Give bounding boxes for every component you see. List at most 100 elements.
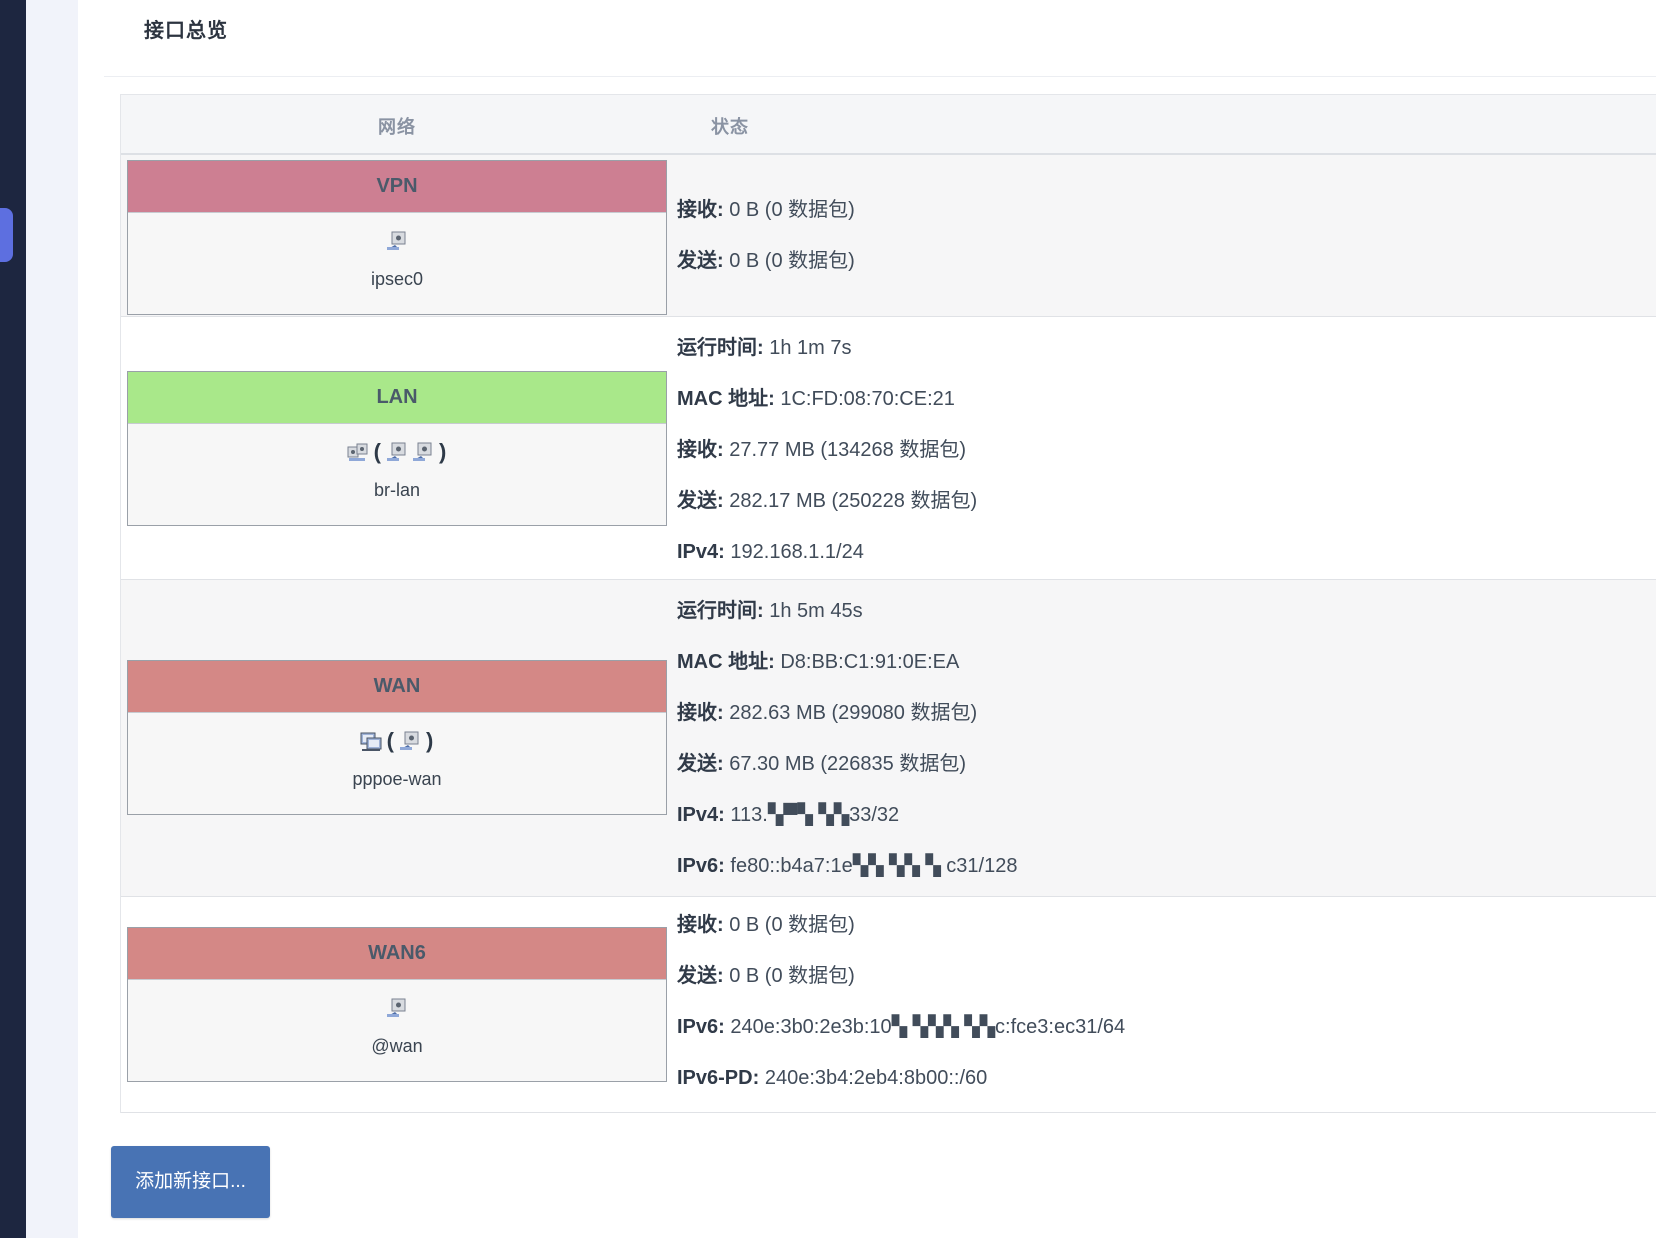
status-value: 27.77 MB (134268 数据包) bbox=[729, 439, 967, 461]
interface-badge-vpn[interactable]: VPN ipsec0 bbox=[127, 160, 667, 315]
main-content: 接口总览 网络 状态 VPN ipsec0 接收: 0 B (0 数据包) 发送… bbox=[78, 0, 1656, 1238]
status-line: 接收: 0 B (0 数据包) bbox=[677, 900, 1125, 951]
status-value: 1h 1m 7s bbox=[769, 337, 852, 359]
status-line: IPv4: 113.▚▀▚ ▚▚33/32 bbox=[677, 790, 1017, 841]
network-port-icon bbox=[399, 730, 421, 752]
status-value: 192.168.1.1/24 bbox=[730, 541, 864, 563]
status-separator: : bbox=[717, 250, 724, 272]
status-separator: : bbox=[717, 199, 724, 221]
status-line: 发送: 0 B (0 数据包) bbox=[677, 236, 855, 287]
status-key: 接收 bbox=[677, 914, 717, 936]
status-separator: : bbox=[717, 965, 724, 987]
sidebar-active-marker[interactable] bbox=[0, 208, 13, 262]
computer-icon bbox=[360, 730, 382, 752]
column-header-network: 网络 bbox=[378, 117, 416, 137]
network-port-icon bbox=[412, 441, 434, 463]
status-line: IPv6: 240e:3b0:2e3b:10▚ ▚▚▚ ▚▚c:fce3:ec3… bbox=[677, 1002, 1125, 1053]
status-key: IPv4 bbox=[677, 804, 719, 826]
table-row-wan6: WAN6 @wan 接收: 0 B (0 数据包) 发送: 0 B (0 数据包… bbox=[121, 897, 1656, 1113]
status-key: 运行时间 bbox=[677, 337, 757, 359]
status-key: 发送 bbox=[677, 490, 717, 512]
status-separator: : bbox=[717, 914, 724, 936]
status-key: 运行时间 bbox=[677, 600, 757, 622]
sidebar-secondary bbox=[26, 0, 78, 1238]
status-separator: : bbox=[757, 600, 764, 622]
interface-status: 接收: 0 B (0 数据包) 发送: 0 B (0 数据包) IPv6: 24… bbox=[677, 900, 1125, 1104]
status-value: 0 B (0 数据包) bbox=[729, 965, 855, 987]
status-line: 运行时间: 1h 5m 45s bbox=[677, 586, 1017, 637]
section-divider bbox=[104, 76, 1656, 77]
status-line: MAC 地址: D8:BB:C1:91:0E:EA bbox=[677, 637, 1017, 688]
add-interface-button[interactable]: 添加新接口... bbox=[111, 1146, 270, 1218]
status-value: 282.17 MB (250228 数据包) bbox=[729, 490, 978, 512]
interface-icons bbox=[128, 980, 666, 1036]
network-port-icon bbox=[386, 997, 408, 1019]
status-key: 接收 bbox=[677, 199, 717, 221]
table-row-vpn: VPN ipsec0 接收: 0 B (0 数据包) 发送: 0 B (0 数据… bbox=[121, 155, 1656, 317]
status-line: IPv4: 192.168.1.1/24 bbox=[677, 527, 977, 578]
interface-name: VPN bbox=[128, 161, 666, 213]
status-key: 接收 bbox=[677, 439, 717, 461]
interface-device: pppoe-wan bbox=[352, 769, 442, 789]
interface-badge-wan[interactable]: WAN ( ) pppoe-wan bbox=[127, 660, 667, 815]
status-value: 0 B (0 数据包) bbox=[729, 199, 855, 221]
status-key: IPv6 bbox=[677, 1016, 719, 1038]
sidebar bbox=[0, 0, 26, 1238]
status-separator: : bbox=[718, 541, 725, 563]
status-key: MAC 地址 bbox=[677, 388, 769, 410]
close-paren: ) bbox=[439, 439, 447, 464]
interfaces-table: 网络 状态 VPN ipsec0 接收: 0 B (0 数据包) 发送: 0 B… bbox=[120, 94, 1656, 1113]
table-row-wan: WAN ( ) pppoe-wan 运行时间: 1h 5m 45s MAC 地址… bbox=[121, 580, 1656, 897]
interface-status: 接收: 0 B (0 数据包) 发送: 0 B (0 数据包) bbox=[677, 185, 855, 287]
network-port-icon bbox=[386, 230, 408, 252]
status-key: 发送 bbox=[677, 250, 717, 272]
status-separator: : bbox=[752, 1067, 760, 1089]
status-line: 接收: 27.77 MB (134268 数据包) bbox=[677, 425, 977, 476]
status-value: 240e:3b0:2e3b:10▚ ▚▚▚ ▚▚c:fce3:ec31/64 bbox=[730, 1016, 1126, 1038]
status-key: 接收 bbox=[677, 702, 717, 724]
status-separator: : bbox=[718, 855, 725, 877]
status-separator: : bbox=[768, 651, 775, 673]
interface-status: 运行时间: 1h 1m 7s MAC 地址: 1C:FD:08:70:CE:21… bbox=[677, 323, 977, 578]
status-value: D8:BB:C1:91:0E:EA bbox=[780, 651, 960, 673]
network-port-icon bbox=[386, 441, 408, 463]
status-line: IPv6: fe80::b4a7:1e▚▚ ▚▚ ▚ c31/128 bbox=[677, 841, 1017, 892]
status-key: IPv6-PD bbox=[677, 1067, 753, 1089]
close-paren: ) bbox=[426, 728, 434, 753]
status-key: MAC 地址 bbox=[677, 651, 769, 673]
interface-badge-wan6[interactable]: WAN6 @wan bbox=[127, 927, 667, 1082]
interface-icons bbox=[128, 213, 666, 269]
status-value: 67.30 MB (226835 数据包) bbox=[729, 753, 967, 775]
status-key: IPv6 bbox=[677, 855, 719, 877]
interface-name: LAN bbox=[128, 372, 666, 424]
status-line: 运行时间: 1h 1m 7s bbox=[677, 323, 977, 374]
status-line: 发送: 67.30 MB (226835 数据包) bbox=[677, 739, 1017, 790]
status-line: IPv6-PD: 240e:3b4:2eb4:8b00::/60 bbox=[677, 1053, 1125, 1104]
table-row-lan: LAN ( ) br-lan 运行时间: 1h 1m 7s MAC 地址: 1C… bbox=[121, 317, 1656, 580]
status-line: MAC 地址: 1C:FD:08:70:CE:21 bbox=[677, 374, 977, 425]
status-line: 接收: 0 B (0 数据包) bbox=[677, 185, 855, 236]
open-paren: ( bbox=[373, 439, 381, 464]
interface-icons: ( ) bbox=[128, 424, 666, 480]
status-value: 1h 5m 45s bbox=[769, 600, 863, 622]
status-value: 113.▚▀▚ ▚▚33/32 bbox=[730, 804, 900, 826]
status-separator: : bbox=[717, 702, 724, 724]
status-separator: : bbox=[717, 490, 724, 512]
status-line: 发送: 282.17 MB (250228 数据包) bbox=[677, 476, 977, 527]
status-separator: : bbox=[718, 804, 725, 826]
status-value: 240e:3b4:2eb4:8b00::/60 bbox=[764, 1067, 988, 1089]
interface-badge-lan[interactable]: LAN ( ) br-lan bbox=[127, 371, 667, 526]
interface-name: WAN6 bbox=[128, 928, 666, 980]
status-value: 1C:FD:08:70:CE:21 bbox=[780, 388, 955, 410]
status-value: fe80::b4a7:1e▚▚ ▚▚ ▚ c31/128 bbox=[730, 855, 1018, 877]
status-key: 发送 bbox=[677, 965, 717, 987]
interface-device: ipsec0 bbox=[370, 269, 424, 289]
status-separator: : bbox=[717, 439, 724, 461]
status-value: 0 B (0 数据包) bbox=[729, 250, 855, 272]
status-separator: : bbox=[757, 337, 764, 359]
interface-device: br-lan bbox=[373, 480, 421, 500]
status-separator: : bbox=[718, 1016, 725, 1038]
status-line: 发送: 0 B (0 数据包) bbox=[677, 951, 1125, 1002]
interface-name: WAN bbox=[128, 661, 666, 713]
table-header: 网络 状态 bbox=[121, 95, 1656, 155]
